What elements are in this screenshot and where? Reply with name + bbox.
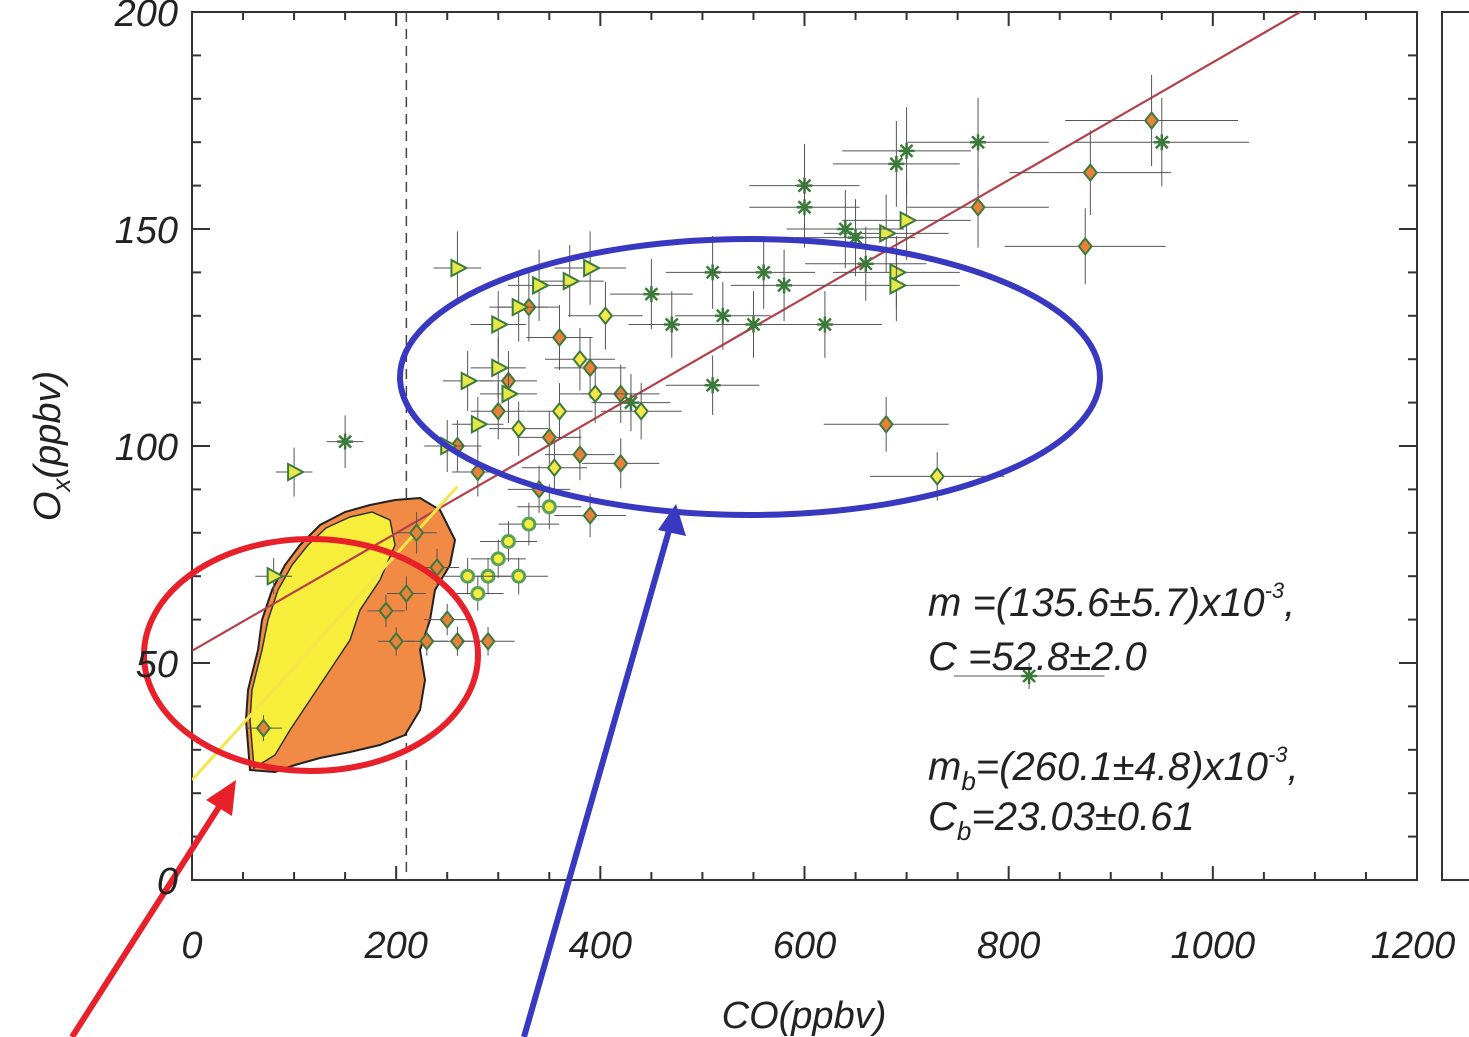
data-point: [597, 306, 614, 326]
axis-ticks: [191, 11, 1418, 881]
data-point: [633, 401, 649, 421]
annotation-c: C =52.8±2.0: [928, 635, 1147, 679]
x-tick-label: 600: [773, 925, 836, 967]
y-tick-label: 200: [114, 0, 178, 35]
data-point: [460, 568, 476, 584]
data-point: [879, 223, 898, 244]
x-tick-label: 1000: [1171, 925, 1256, 967]
arrow-red: [69, 780, 236, 1037]
data-points-layer: [245, 74, 1250, 742]
data-point: [491, 358, 510, 378]
y-tick-label: 0: [157, 861, 178, 903]
y-tick-label: 100: [115, 427, 178, 469]
data-point: [572, 445, 588, 465]
data-point: [970, 134, 987, 151]
data-point: [460, 371, 479, 391]
data-point: [898, 142, 915, 159]
data-point: [480, 631, 496, 651]
data-point: [745, 316, 762, 333]
data-point: [888, 155, 905, 172]
x-tick-label: 400: [569, 925, 632, 967]
annotation-m: m =(135.6±5.7)x10-3,: [928, 578, 1295, 625]
x-tick-label: 200: [363, 925, 427, 967]
y-tick-label: 150: [115, 210, 178, 252]
data-point: [255, 718, 272, 738]
data-point: [551, 327, 568, 348]
data-point: [714, 307, 731, 324]
data-point: [491, 314, 510, 335]
data-point: [587, 384, 603, 404]
data-point: [266, 566, 285, 586]
y-axis-title: Ox(ppbv): [27, 371, 76, 521]
data-point: [929, 466, 945, 486]
fit-line: [192, 12, 1303, 652]
data-point: [889, 275, 908, 296]
data-point: [287, 462, 306, 482]
data-point: [816, 316, 833, 333]
data-point: [970, 197, 986, 217]
data-point: [546, 458, 563, 478]
x-tick-label: 0: [181, 925, 202, 967]
data-point: [582, 358, 598, 378]
highlight-ellipse-low: [141, 536, 481, 774]
x-tick-label: 800: [977, 925, 1040, 967]
data-point: [490, 551, 506, 567]
tick-labels: 0 200 400 600 800 1000 1200 0 50 100 150 200: [114, 0, 1456, 967]
x-axis-title: CO(ppbv): [722, 995, 887, 1037]
annotation-cb: Cb=23.03±0.61: [928, 795, 1195, 846]
data-point: [551, 401, 568, 421]
data-point: [521, 516, 537, 532]
data-point: [541, 499, 557, 515]
data-point: [1143, 110, 1160, 131]
data-point: [663, 316, 680, 333]
data-point: [388, 631, 404, 651]
data-point: [532, 275, 551, 296]
data-point: [337, 433, 354, 450]
data-point: [419, 631, 435, 651]
data-point: [470, 586, 486, 602]
data-point: [847, 229, 864, 246]
data-point: [572, 349, 588, 369]
annotation-mb: mb=(260.1±4.8)x10-3,: [928, 742, 1299, 796]
data-point: [408, 523, 425, 543]
data-point: [1153, 134, 1170, 151]
highlight-ellipse-high: [397, 236, 1103, 518]
data-point: [541, 427, 557, 447]
data-point: [857, 255, 874, 272]
data-point: [511, 297, 530, 317]
data-point: [562, 271, 581, 291]
data-point: [889, 262, 908, 283]
data-point: [1082, 162, 1099, 183]
secondary-panel-frame: [1441, 11, 1469, 881]
data-point: [449, 631, 466, 651]
data-point: [837, 221, 854, 237]
data-point: [583, 258, 602, 278]
y-tick-label: 50: [136, 644, 178, 686]
data-point: [899, 210, 918, 230]
data-point: [1077, 236, 1093, 256]
data-point: [878, 414, 894, 434]
data-point: [613, 453, 629, 473]
data-point: [439, 609, 455, 630]
data-point: [500, 533, 516, 549]
data-point: [1021, 668, 1038, 685]
x-tick-label: 1200: [1371, 925, 1456, 967]
data-point: [755, 264, 772, 281]
data-point: [582, 505, 598, 526]
data-point: [450, 258, 469, 278]
data-point: [511, 568, 527, 584]
arrow-blue: [521, 504, 686, 1037]
data-point: [622, 394, 639, 411]
data-point: [704, 377, 721, 394]
data-point: [378, 601, 394, 621]
data-point: [510, 419, 527, 439]
data-point: [490, 401, 506, 421]
data-point: [398, 583, 415, 604]
data-point: [501, 384, 520, 404]
data-point: [776, 277, 793, 294]
data-point: [470, 414, 489, 434]
data-point: [643, 286, 660, 303]
data-point: [796, 199, 813, 216]
